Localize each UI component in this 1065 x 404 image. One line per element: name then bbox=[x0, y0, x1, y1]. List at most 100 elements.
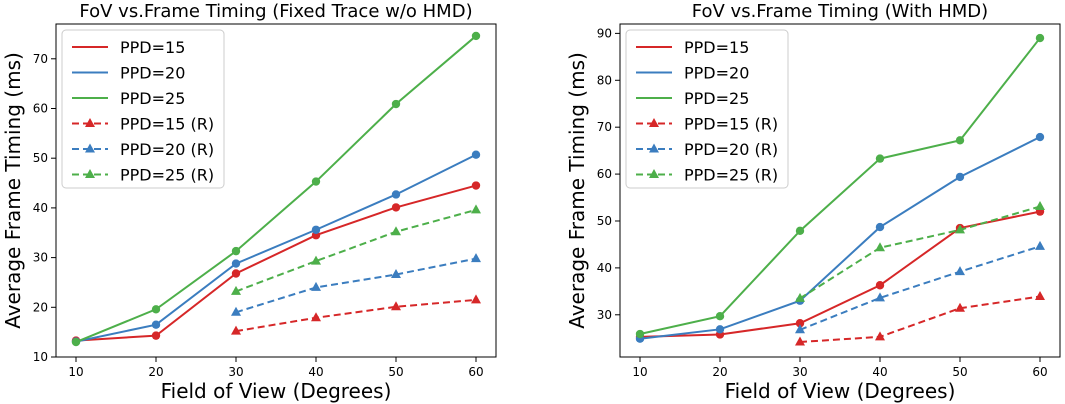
data-point bbox=[795, 292, 805, 302]
x-tick-label: 30 bbox=[792, 365, 807, 379]
y-tick-label: 80 bbox=[597, 73, 612, 87]
legend-item: PPD=15 bbox=[636, 38, 749, 57]
x-tick-label: 40 bbox=[308, 365, 323, 379]
data-point bbox=[795, 319, 805, 328]
legend-label: PPD=15 (R) bbox=[684, 115, 778, 134]
legend-item: PPD=25 bbox=[636, 89, 749, 108]
legend-box bbox=[61, 29, 225, 189]
chart-fixed-trace: FoV vs.Frame Timing (Fixed Trace w/o HMD… bbox=[1, 1, 497, 403]
plot-frame bbox=[55, 23, 497, 358]
legend-box bbox=[625, 29, 789, 189]
y-tick-label: 70 bbox=[33, 52, 48, 66]
data-point bbox=[231, 325, 241, 335]
series-ppd-15-r bbox=[231, 294, 481, 335]
series-line bbox=[235, 208, 477, 293]
data-point bbox=[471, 204, 481, 214]
legend-marker bbox=[649, 143, 659, 153]
data-point bbox=[151, 320, 161, 329]
x-tick-label: 50 bbox=[952, 365, 967, 379]
x-tick-label: 20 bbox=[148, 365, 163, 379]
series-line bbox=[639, 136, 1041, 340]
data-point bbox=[471, 253, 481, 263]
data-point bbox=[311, 312, 321, 322]
data-point bbox=[471, 31, 481, 41]
series-line bbox=[75, 153, 477, 343]
data-point bbox=[875, 292, 885, 302]
legend-marker bbox=[85, 169, 95, 178]
data-point bbox=[391, 203, 401, 212]
series-line bbox=[75, 35, 477, 344]
legend-item: PPD=15 (R) bbox=[72, 115, 214, 134]
y-tick-label: 60 bbox=[33, 101, 48, 115]
data-point bbox=[955, 136, 965, 145]
series-ppd-20-r bbox=[795, 240, 1045, 334]
legend-item: PPD=25 (R) bbox=[636, 166, 778, 185]
data-point bbox=[391, 268, 401, 278]
data-point bbox=[151, 331, 161, 340]
series-line bbox=[639, 37, 1041, 335]
y-tick-label: 50 bbox=[33, 151, 48, 165]
legend-item: PPD=20 bbox=[72, 64, 185, 83]
series-ppd-15-r bbox=[795, 290, 1045, 346]
y-tick-label: 50 bbox=[597, 214, 612, 228]
data-point bbox=[875, 281, 885, 290]
data-point bbox=[391, 190, 401, 199]
y-tick-label: 30 bbox=[597, 308, 612, 322]
x-tick-label: 10 bbox=[68, 365, 83, 379]
series-line bbox=[799, 205, 1041, 300]
series-ppd-15 bbox=[71, 181, 481, 345]
y-tick-label: 60 bbox=[597, 167, 612, 181]
data-point bbox=[875, 154, 885, 163]
legend: PPD=15 PPD=20 PPD=25 PPD=15 (R) PPD=20 (R) PP… bbox=[61, 29, 225, 189]
data-point bbox=[231, 285, 241, 295]
x-tick-label: 40 bbox=[872, 365, 887, 379]
data-point bbox=[71, 337, 81, 347]
data-point bbox=[391, 99, 401, 109]
data-point bbox=[231, 306, 241, 316]
y-tick-label: 20 bbox=[33, 300, 48, 314]
legend-marker bbox=[649, 118, 659, 127]
legend-label: PPD=15 bbox=[120, 38, 185, 57]
legend-item: PPD=20 (R) bbox=[72, 140, 214, 159]
legend-label: PPD=25 (R) bbox=[684, 166, 778, 185]
data-point bbox=[955, 266, 965, 276]
x-tick-label: 30 bbox=[228, 365, 243, 379]
data-point bbox=[955, 224, 965, 234]
data-point bbox=[875, 331, 885, 341]
data-point bbox=[231, 246, 241, 256]
legend-label: PPD=15 bbox=[684, 38, 749, 57]
x-axis-label: Field of View (Degrees) bbox=[161, 379, 392, 403]
data-point bbox=[471, 150, 481, 159]
data-point bbox=[1035, 132, 1045, 142]
y-axis-label: Average Frame Timing (ms) bbox=[565, 52, 589, 329]
data-point bbox=[875, 242, 885, 252]
chart-title: FoV vs.Frame Timing (With HMD) bbox=[692, 1, 988, 22]
series-ppd-25 bbox=[71, 31, 481, 347]
data-point bbox=[471, 294, 481, 304]
data-point bbox=[1035, 200, 1045, 210]
series-ppd-20-r bbox=[231, 253, 481, 316]
legend-item: PPD=15 bbox=[72, 38, 185, 57]
legend-marker bbox=[85, 118, 95, 127]
y-tick-label: 90 bbox=[597, 26, 612, 40]
legend-label: PPD=20 (R) bbox=[684, 140, 778, 159]
data-point bbox=[311, 177, 321, 186]
data-point bbox=[471, 181, 481, 190]
x-tick-label: 60 bbox=[468, 365, 483, 379]
data-point bbox=[231, 269, 241, 278]
chart-with-hmd: FoV vs.Frame Timing (With HMD) 10 20 30 40 50… bbox=[565, 1, 1061, 403]
data-point bbox=[715, 311, 725, 321]
data-point bbox=[151, 305, 161, 314]
series-line bbox=[799, 295, 1041, 343]
series-ppd-25-r bbox=[795, 200, 1045, 302]
legend-item: PPD=15 (R) bbox=[636, 115, 778, 134]
data-point bbox=[715, 325, 725, 334]
legend-label: PPD=20 bbox=[120, 64, 185, 83]
x-tick-label: 20 bbox=[712, 365, 727, 379]
legend-label: PPD=25 (R) bbox=[120, 166, 214, 185]
legend-label: PPD=15 (R) bbox=[120, 115, 214, 134]
data-point bbox=[635, 329, 645, 339]
plot-frame bbox=[619, 23, 1061, 358]
legend-item: PPD=20 (R) bbox=[636, 140, 778, 159]
x-tick-label: 60 bbox=[1032, 365, 1047, 379]
